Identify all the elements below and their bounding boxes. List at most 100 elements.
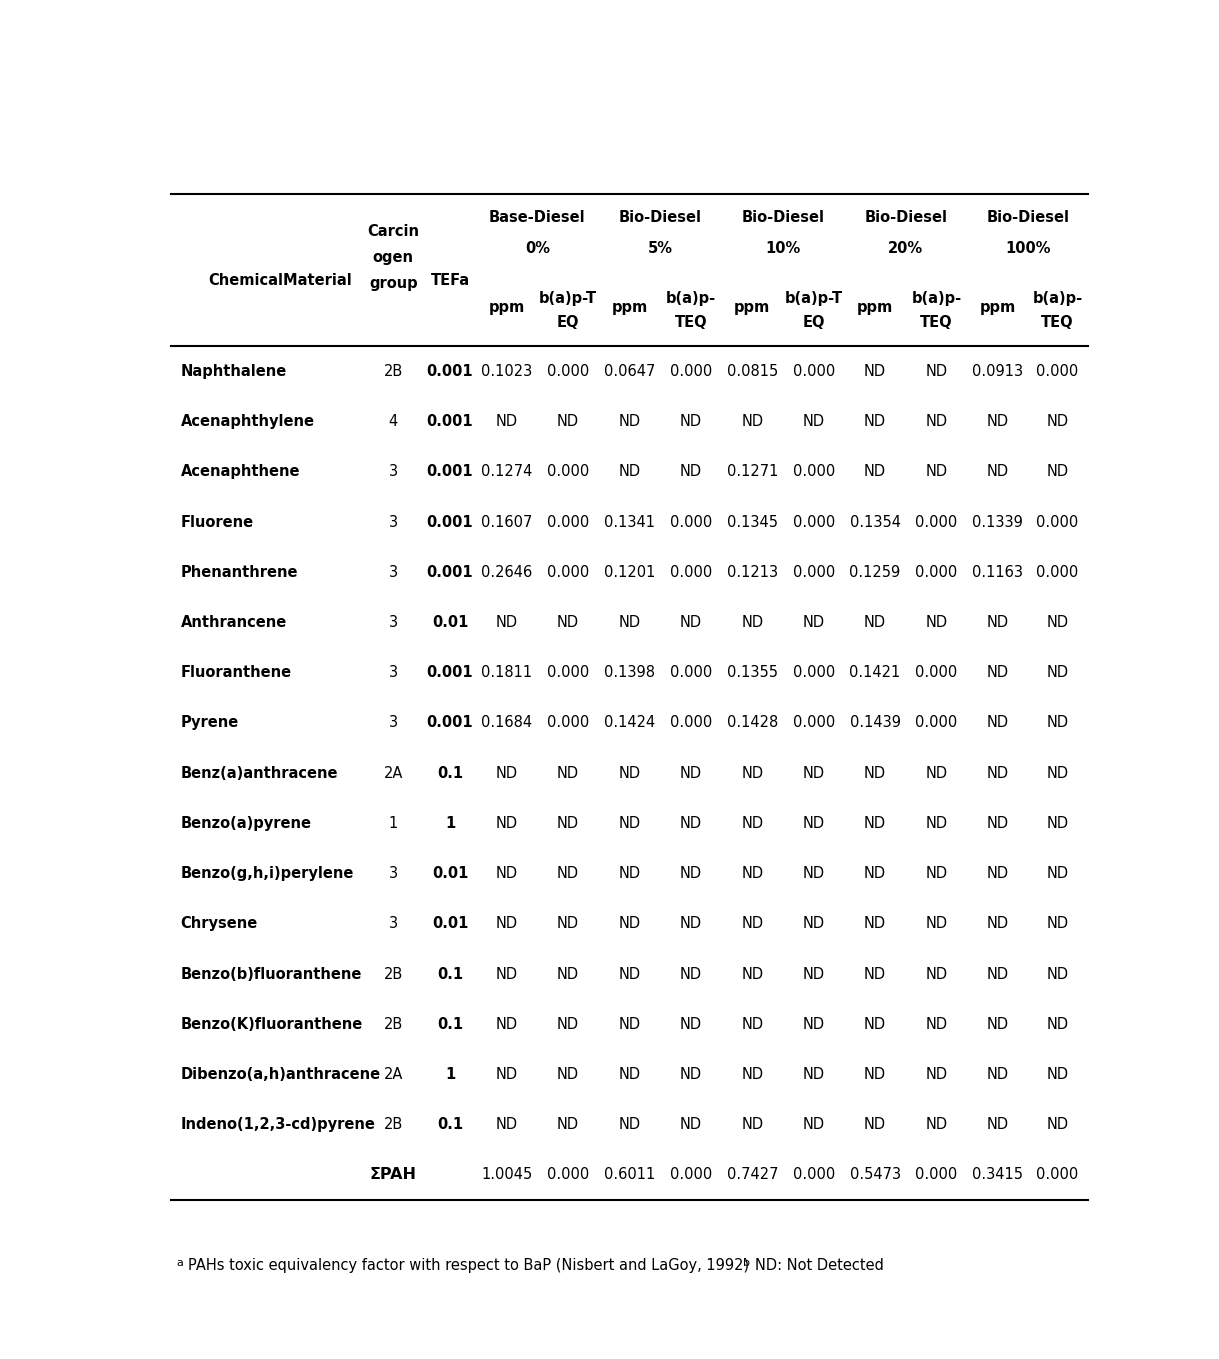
Text: 0.1163: 0.1163 [973,565,1024,580]
Text: ND: ND [1046,916,1069,931]
Text: 0.001: 0.001 [427,515,473,530]
Text: ND: ND [864,1067,886,1082]
Text: ND: ND [987,414,1009,429]
Text: ND: ND [864,1017,886,1031]
Text: 0.000: 0.000 [915,715,958,730]
Text: 0.01: 0.01 [432,616,468,631]
Text: 0.000: 0.000 [915,565,958,580]
Text: 0.1345: 0.1345 [727,515,778,530]
Text: ChemicalMaterial: ChemicalMaterial [208,273,352,288]
Text: 0.000: 0.000 [547,465,589,480]
Text: 0.0815: 0.0815 [727,364,778,379]
Text: 3: 3 [389,665,397,681]
Text: b(a)p-: b(a)p- [912,291,962,306]
Text: ND: ND [802,916,825,931]
Text: Benz(a)anthracene: Benz(a)anthracene [180,765,338,780]
Text: 3: 3 [389,565,397,580]
Text: TEQ: TEQ [920,315,953,330]
Text: ND: ND [1046,665,1069,681]
Text: Benzo(a)pyrene: Benzo(a)pyrene [180,815,312,830]
Text: ND: ND [802,1017,825,1031]
Text: 0.000: 0.000 [547,1167,589,1182]
Text: ND: ND [1046,1017,1069,1031]
Text: ND: ND [925,866,947,881]
Text: ND: ND [741,966,763,981]
Text: ND: ND [1046,1117,1069,1132]
Text: ppm: ppm [489,300,524,315]
Text: ND: ND [925,465,947,480]
Text: ND: ND [987,1017,1009,1031]
Text: ND: ND [925,1017,947,1031]
Text: 0.000: 0.000 [1036,565,1079,580]
Text: EQ: EQ [557,315,579,330]
Text: ND: ND [680,765,702,780]
Text: ND: ND [741,916,763,931]
Text: 0.1: 0.1 [436,966,463,981]
Text: Fluorene: Fluorene [180,515,254,530]
Text: ND: ND [680,815,702,830]
Text: 0.000: 0.000 [547,665,589,681]
Text: ND: ND [864,1117,886,1132]
Text: ogen: ogen [373,250,413,265]
Text: 0.000: 0.000 [669,515,712,530]
Text: ND: ND [864,966,886,981]
Text: 0.1023: 0.1023 [482,364,533,379]
Text: ND: ND [496,815,518,830]
Text: ND: ND [618,815,640,830]
Text: ΣPAH: ΣPAH [369,1167,417,1182]
Text: ND: ND [864,364,886,379]
Text: TEQ: TEQ [674,315,707,330]
Text: ND: ND [987,616,1009,631]
Text: Anthrancene: Anthrancene [180,616,286,631]
Text: a: a [176,1257,183,1268]
Text: 0.000: 0.000 [915,665,958,681]
Text: ND: ND [680,1117,702,1132]
Text: 0.1201: 0.1201 [603,565,655,580]
Text: 0.1274: 0.1274 [482,465,533,480]
Text: ND: ND [557,616,579,631]
Text: 0.1428: 0.1428 [727,715,778,730]
Text: ND: ND [987,1117,1009,1132]
Text: EQ: EQ [802,315,825,330]
Text: ND: ND [741,1017,763,1031]
Text: ppm: ppm [734,300,770,315]
Text: 0.6011: 0.6011 [603,1167,655,1182]
Text: 0.001: 0.001 [427,364,473,379]
Text: 0.000: 0.000 [792,1167,835,1182]
Text: 2A: 2A [384,1067,403,1082]
Text: ND: ND [557,414,579,429]
Text: ND: ND [864,815,886,830]
Text: 4: 4 [389,414,397,429]
Text: ppm: ppm [612,300,647,315]
Text: ND: ND [557,916,579,931]
Text: ND: ND [864,616,886,631]
Text: ND: ND [496,765,518,780]
Text: ND: ND [680,916,702,931]
Text: 0.000: 0.000 [792,565,835,580]
Text: Chrysene: Chrysene [180,916,258,931]
Text: 0.1: 0.1 [436,1017,463,1031]
Text: Base-Diesel: Base-Diesel [489,211,585,226]
Text: Naphthalene: Naphthalene [180,364,286,379]
Text: TEQ: TEQ [1041,315,1074,330]
Text: ND: ND [864,414,886,429]
Text: Bio-Diesel: Bio-Diesel [986,211,1069,226]
Text: 2B: 2B [384,1117,403,1132]
Text: 1.0045: 1.0045 [482,1167,533,1182]
Text: 0.1421: 0.1421 [850,665,901,681]
Text: ND: ND [1046,966,1069,981]
Text: 0.1684: 0.1684 [482,715,533,730]
Text: 100%: 100% [1004,242,1051,257]
Text: ND: ND [680,465,702,480]
Text: ND: ND [496,1117,518,1132]
Text: 0.2646: 0.2646 [482,565,533,580]
Text: ND: ND [1046,715,1069,730]
Text: 0.000: 0.000 [792,515,835,530]
Text: ND: ND [987,815,1009,830]
Text: 0.1354: 0.1354 [850,515,901,530]
Text: ND: ND [1046,866,1069,881]
Text: ND: ND [741,866,763,881]
Text: ND: ND [864,765,886,780]
Text: ND: ND [987,665,1009,681]
Text: 2A: 2A [384,765,403,780]
